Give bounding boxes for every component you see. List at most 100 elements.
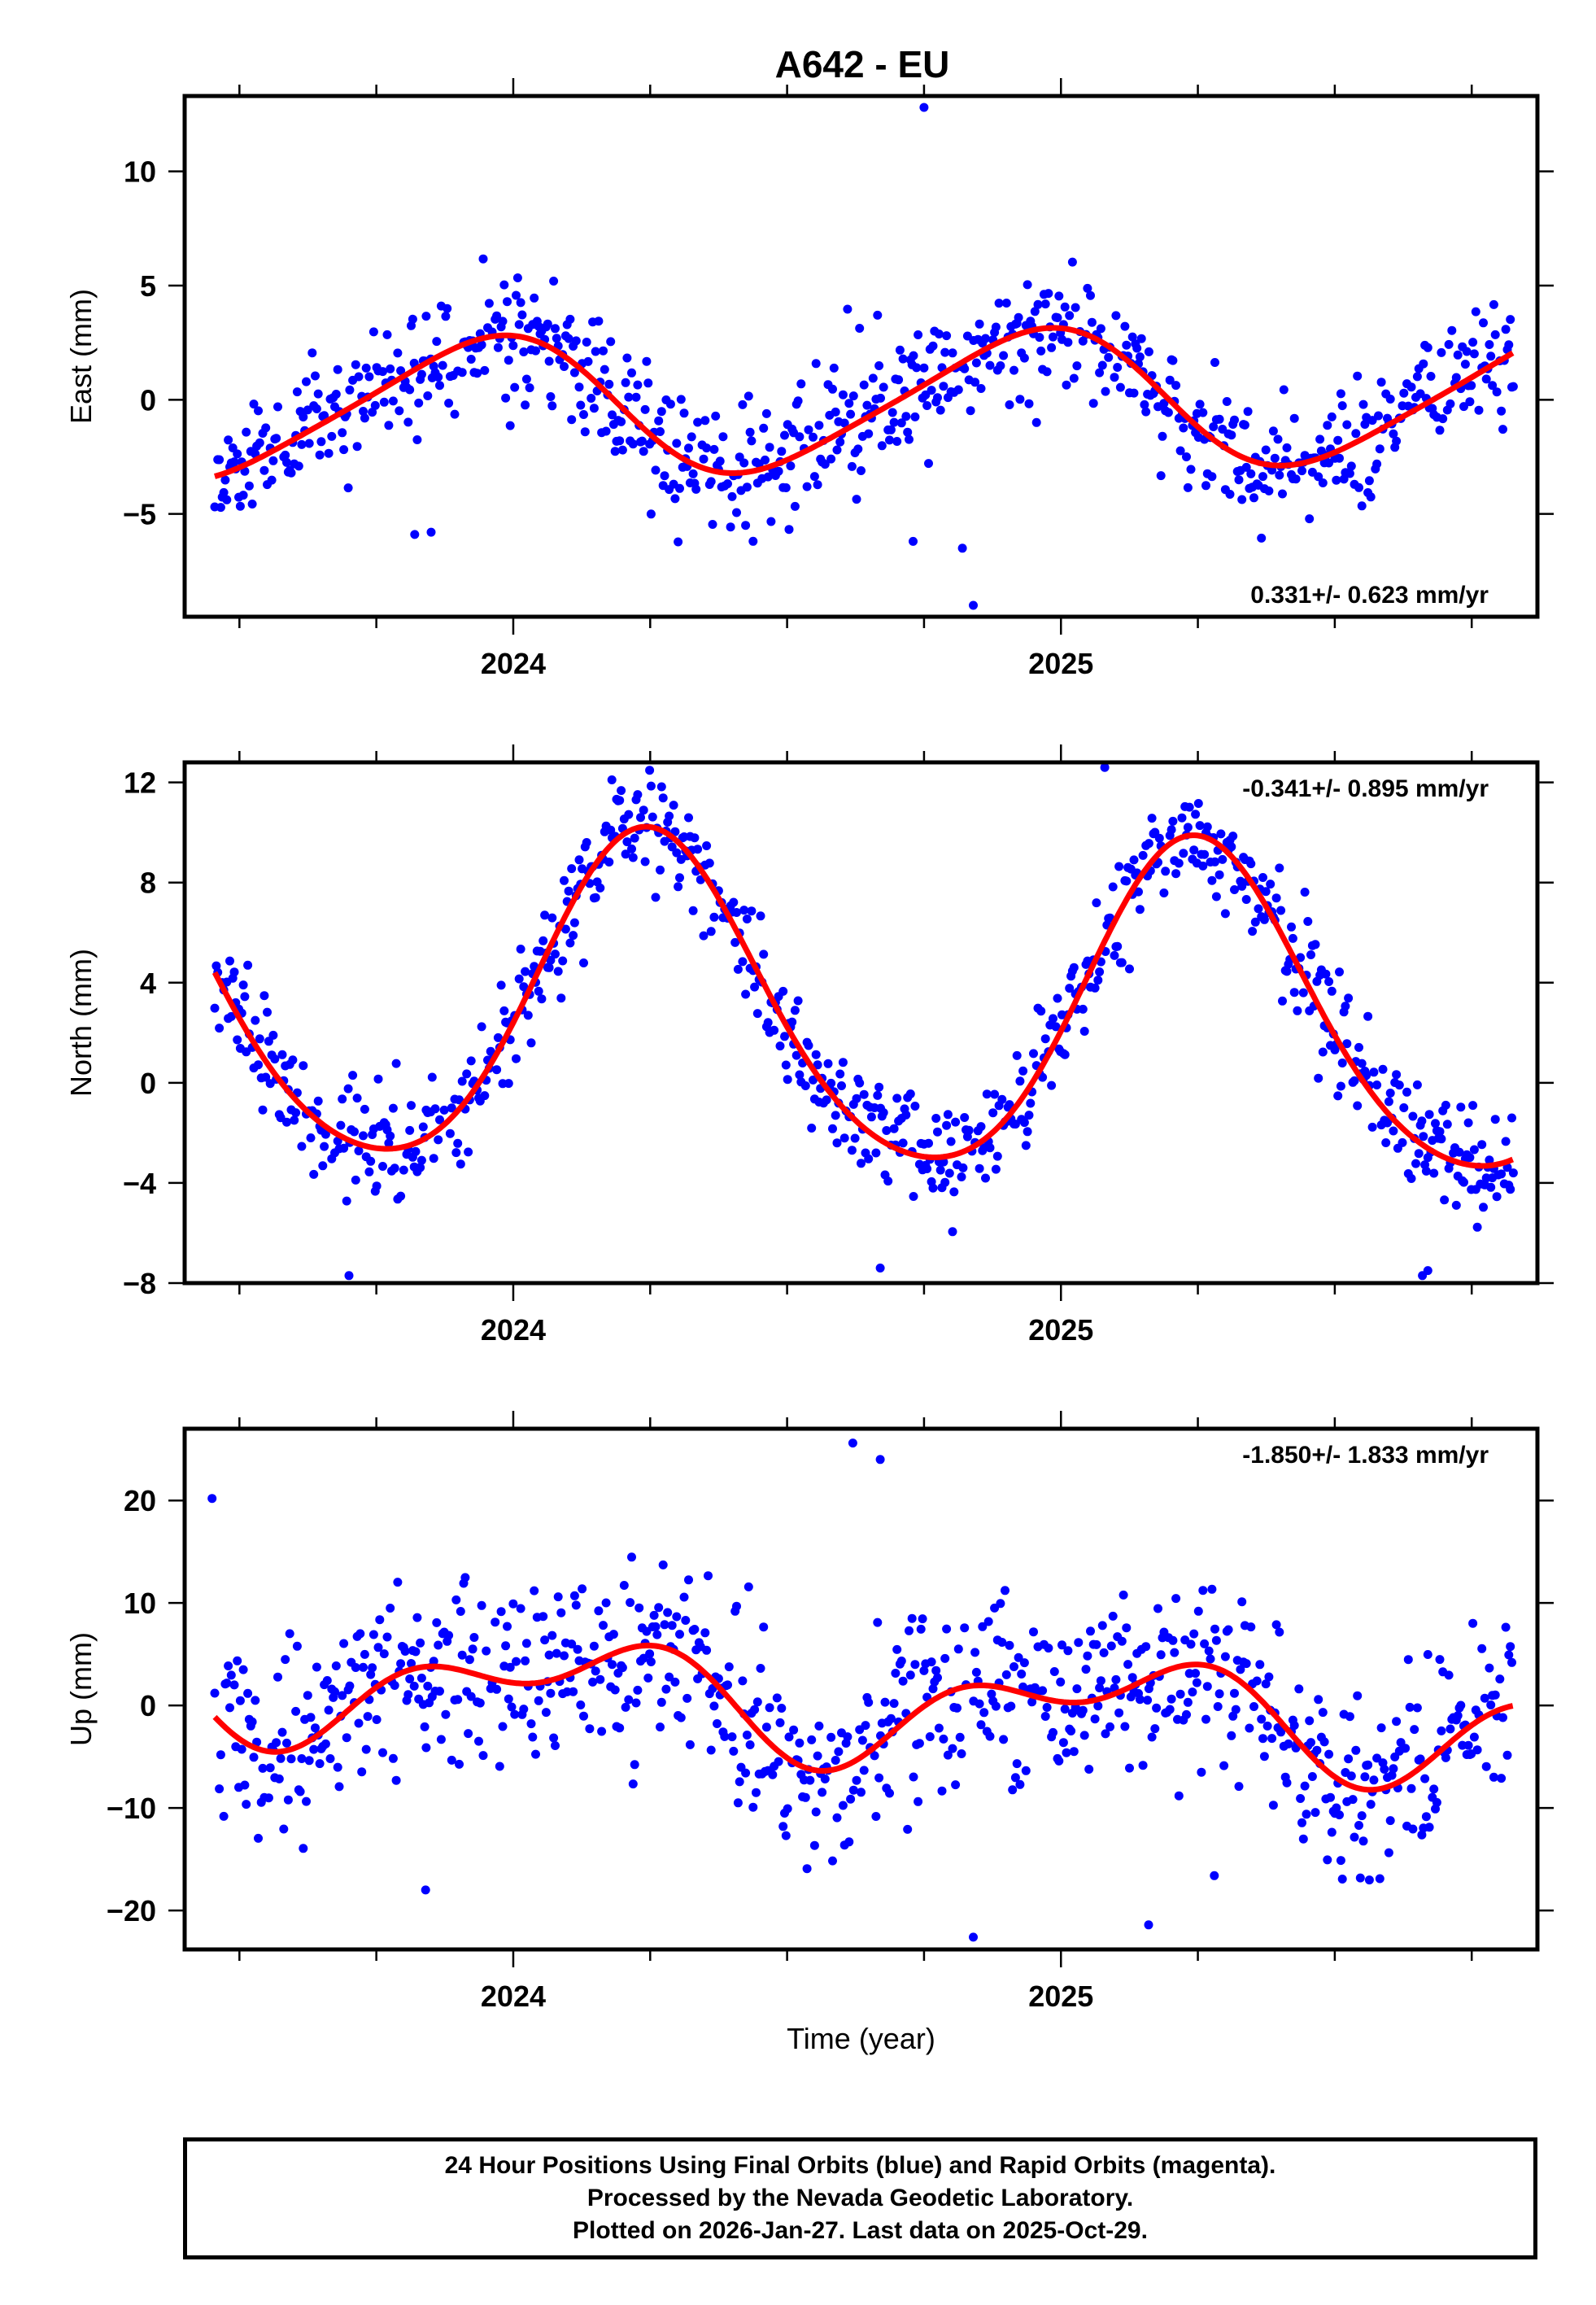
- up-point: [456, 1607, 465, 1616]
- east-point: [600, 365, 609, 374]
- up-point: [225, 1703, 234, 1713]
- up-point: [1289, 1721, 1299, 1731]
- up-point: [1220, 1652, 1230, 1661]
- north-point: [364, 1167, 374, 1177]
- north-y-tick-label: −4: [123, 1167, 156, 1200]
- north-point: [976, 1122, 986, 1132]
- north-point: [985, 1143, 995, 1153]
- east-point: [382, 330, 392, 339]
- east-y-tick-label: −5: [123, 498, 156, 531]
- east-point: [1183, 482, 1193, 492]
- north-point: [560, 924, 570, 934]
- north-point: [688, 906, 698, 915]
- up-point: [420, 1722, 430, 1731]
- north-point: [1459, 1177, 1468, 1187]
- east-point: [1144, 347, 1153, 356]
- east-point: [847, 461, 857, 471]
- north-point: [656, 782, 666, 792]
- north-point: [350, 1127, 359, 1137]
- up-point: [477, 1600, 486, 1610]
- north-point: [910, 1102, 920, 1111]
- east-point: [1024, 399, 1034, 408]
- north-point: [742, 915, 752, 923]
- up-point: [242, 1800, 251, 1810]
- north-point: [883, 1177, 893, 1186]
- up-point: [624, 1695, 634, 1705]
- north-point: [957, 1172, 966, 1181]
- up-point: [1093, 1701, 1103, 1711]
- north-point: [354, 1146, 364, 1155]
- east-point: [886, 425, 896, 434]
- east-point: [1305, 514, 1315, 524]
- east-point: [747, 436, 757, 446]
- east-point: [1065, 311, 1075, 321]
- east-point: [525, 383, 534, 393]
- up-point: [813, 1751, 822, 1761]
- up-point: [925, 1732, 935, 1741]
- east-point: [901, 412, 911, 421]
- up-point: [1054, 1756, 1064, 1766]
- east-point: [517, 310, 527, 320]
- up-point: [940, 1653, 950, 1663]
- up-point: [1005, 1640, 1014, 1650]
- up-point: [1346, 1771, 1356, 1781]
- east-point: [1392, 436, 1402, 446]
- east-point: [549, 277, 559, 286]
- north-point: [946, 1137, 956, 1146]
- north-ticks: 2024 2025 −8 −4 0 4 8 12: [123, 744, 1554, 1347]
- up-point: [1119, 1590, 1128, 1600]
- north-point: [747, 906, 757, 916]
- up-point: [359, 1662, 368, 1672]
- up-point: [939, 1734, 948, 1744]
- up-y-tick-label: −20: [107, 1894, 156, 1927]
- east-point: [1333, 435, 1343, 445]
- up-point: [311, 1723, 320, 1733]
- north-point: [879, 1108, 888, 1117]
- north-point: [1029, 1049, 1038, 1059]
- up-point: [1090, 1714, 1100, 1724]
- north-point: [1108, 882, 1118, 892]
- north-point: [1250, 917, 1260, 927]
- up-point: [224, 1661, 233, 1670]
- north-point: [1171, 869, 1181, 879]
- up-point: [953, 1644, 963, 1654]
- north-point: [1412, 1080, 1422, 1089]
- east-point: [316, 437, 326, 447]
- north-point: [1392, 1070, 1402, 1080]
- east-point: [499, 280, 509, 290]
- up-point: [987, 1689, 996, 1699]
- east-point: [793, 396, 803, 406]
- up-point: [325, 1754, 335, 1763]
- north-point: [873, 1090, 883, 1100]
- up-point: [918, 1614, 927, 1624]
- east-point: [1158, 431, 1167, 441]
- east-point: [343, 483, 353, 493]
- up-point: [215, 1784, 225, 1794]
- up-point: [534, 1696, 543, 1705]
- north-point: [455, 1095, 464, 1105]
- east-point: [889, 417, 899, 427]
- north-point: [839, 1133, 849, 1143]
- up-point: [1456, 1700, 1466, 1710]
- north-point: [823, 1059, 833, 1068]
- east-point: [235, 501, 245, 511]
- up-point: [541, 1708, 551, 1718]
- north-point: [1287, 922, 1296, 932]
- east-point: [282, 457, 291, 467]
- up-point: [1101, 1729, 1110, 1739]
- up-point: [1472, 1745, 1482, 1755]
- up-point: [1429, 1784, 1439, 1794]
- east-point: [1222, 397, 1232, 406]
- up-point: [1135, 1695, 1145, 1705]
- east-point: [1053, 313, 1062, 322]
- up-point: [1264, 1672, 1274, 1682]
- north-point: [1303, 917, 1313, 926]
- up-point: [1453, 1711, 1463, 1721]
- east-point: [831, 407, 840, 417]
- north-point: [270, 1054, 280, 1064]
- north-point: [1093, 976, 1103, 985]
- east-point: [1318, 478, 1328, 487]
- north-point: [591, 893, 600, 902]
- north-point: [988, 1108, 998, 1118]
- up-point: [338, 1691, 347, 1700]
